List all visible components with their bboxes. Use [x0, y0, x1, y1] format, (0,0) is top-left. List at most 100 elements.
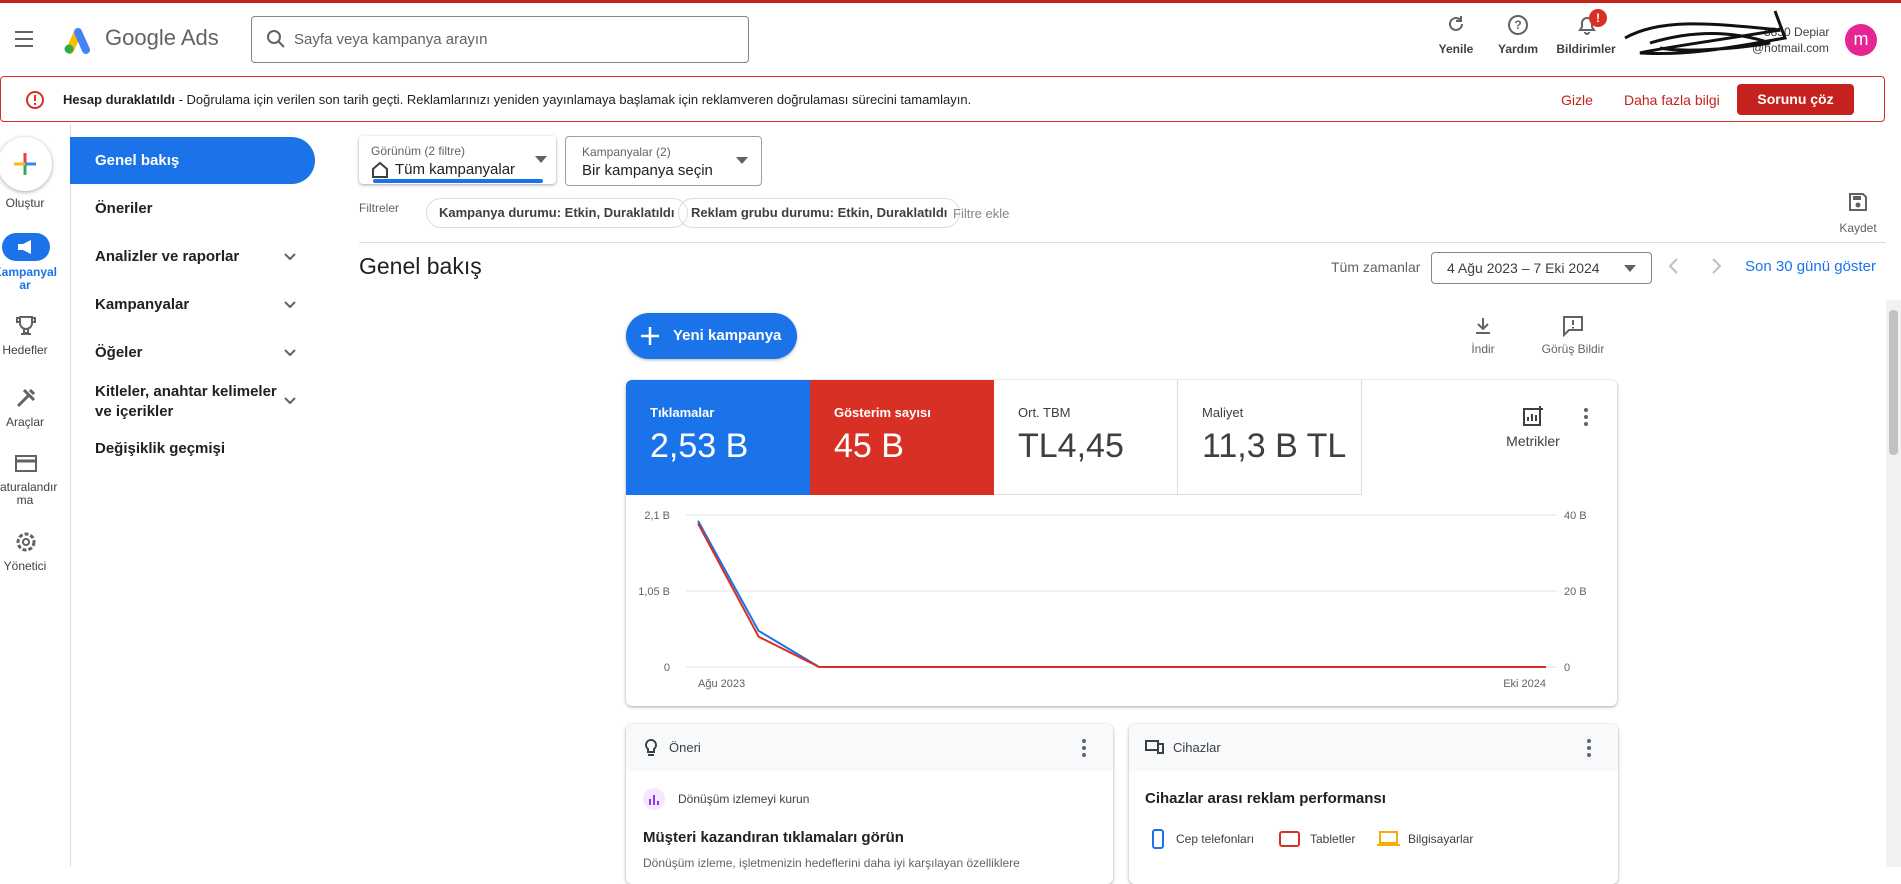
y-tick-label: 0 [664, 662, 670, 674]
device-legend: Cep telefonları [1176, 832, 1255, 846]
range-label: Tüm zamanlar [1331, 259, 1421, 275]
alert-link[interactable]: Daha fazla bilgi [1624, 92, 1720, 108]
nav-item[interactable]: Kitleler, anahtar kelimeler ve içerikler [95, 383, 277, 420]
nav-item[interactable]: Öneriler [95, 200, 153, 217]
scorecard-value: TL4,45 [1018, 427, 1124, 465]
menu-icon[interactable] [14, 30, 36, 48]
refresh-icon[interactable] [1446, 14, 1466, 34]
scorecard[interactable]: Gösterim sayısı 45 B [810, 380, 994, 495]
campaign-dropdown[interactable]: Kampanyalar (2) Bir kampanya seçin [565, 136, 762, 186]
date-range-text: 4 Ağu 2023 – 7 Eki 2024 [1447, 260, 1600, 276]
alert-title: Hesap duraklatıldı [63, 92, 175, 107]
save-label[interactable]: Kaydet [1839, 221, 1877, 235]
rail-label[interactable]: Faturalandırma [0, 480, 58, 507]
rail-label[interactable]: Araçlar [5, 415, 44, 429]
download-icon[interactable] [1473, 316, 1493, 336]
active-underline [373, 179, 543, 183]
search-icon [267, 30, 285, 48]
alert-button[interactable]: Sorunu çöz [1737, 84, 1854, 115]
rail-label[interactable]: Oluştur [5, 196, 45, 210]
search-box[interactable]: Sayfa veya kampanya arayın [251, 16, 749, 63]
y2-tick-label: 40 B [1564, 510, 1587, 522]
more-menu[interactable] [1585, 738, 1593, 758]
scorecard-value: 2,53 B [650, 427, 749, 465]
y-tick-label: 2,1 B [644, 510, 670, 522]
card-header [626, 724, 1113, 771]
svg-text:?: ? [1514, 18, 1521, 32]
x-tick-label: Eki 2024 [1503, 678, 1546, 690]
date-arrows[interactable] [1665, 256, 1725, 276]
y2-tick-label: 20 B [1564, 586, 1587, 598]
more-menu[interactable] [1080, 738, 1088, 758]
metrics-icon[interactable] [1522, 405, 1546, 427]
help-icon[interactable]: ? [1507, 14, 1529, 36]
card-title: Cihazlar [1173, 740, 1221, 755]
rail-label[interactable]: Kampanyalar [0, 265, 58, 292]
bulb-icon [645, 738, 657, 756]
nav-item[interactable]: Kampanyalar [95, 296, 190, 313]
feedback-label[interactable]: Görüş Bildir [1541, 342, 1605, 356]
action-label[interactable]: Yardım [1497, 42, 1539, 56]
card-header [1129, 724, 1618, 771]
scorecard[interactable]: Ort. TBM TL4,45 [994, 380, 1178, 495]
save-icon[interactable] [1848, 192, 1868, 212]
caret [535, 156, 547, 163]
nav-item[interactable]: Öğeler [95, 344, 143, 361]
logo[interactable] [62, 26, 94, 54]
scorecard[interactable]: Maliyet 11,3 B TL [1178, 380, 1362, 495]
rail-label[interactable]: Hedefler [2, 343, 48, 357]
tools-icon[interactable] [15, 387, 37, 409]
last-30-link[interactable]: Son 30 günü göster [1745, 258, 1876, 275]
dropdown-value: Tüm kampanyalar [395, 161, 516, 178]
create-button[interactable] [0, 137, 52, 191]
add-filter[interactable]: Filtre ekle [953, 206, 1010, 221]
rail-active[interactable] [2, 233, 50, 261]
laptop-icon [1377, 831, 1400, 846]
redaction-scribble [1624, 10, 1788, 56]
avatar[interactable]: m [1845, 24, 1877, 56]
tablet-icon [1279, 831, 1300, 847]
series-line [697, 520, 1546, 668]
view-dropdown[interactable]: Görünüm (2 filtre) Tüm kampanyalar [359, 136, 556, 184]
new-campaign-button[interactable]: Yeni kampanya [626, 313, 797, 359]
scroll-thumb[interactable] [1889, 310, 1898, 455]
nav-item[interactable]: Analizler ve raporlar [95, 248, 240, 265]
rail-label[interactable]: Yönetici [3, 559, 47, 573]
alert-banner: Hesap duraklatıldı - Doğrulama için veri… [0, 76, 1885, 122]
nav-chevrons [284, 253, 296, 405]
performance-card: Tıklamalar 2,53 B Gösterim sayısı 45 B O… [626, 380, 1617, 706]
alert-link[interactable]: Gizle [1561, 92, 1593, 108]
nav-active[interactable] [70, 137, 315, 184]
more-menu[interactable] [1582, 407, 1590, 427]
search-placeholder: Sayfa veya kampanya arayın [294, 31, 488, 48]
series-line [697, 522, 1546, 668]
date-range[interactable]: 4 Ağu 2023 – 7 Eki 2024 [1431, 252, 1652, 284]
y2-tick-label: 0 [1564, 662, 1570, 674]
billing-icon[interactable] [14, 454, 38, 474]
metrics-label[interactable]: Metrikler [1506, 433, 1560, 449]
action-label[interactable]: Yenile [1438, 42, 1474, 56]
alert-icon [26, 91, 44, 109]
action-label[interactable]: Bildirimler [1556, 42, 1616, 56]
filter-chip[interactable]: Reklam grubu durumu: Etkin, Duraklatıldı [678, 198, 961, 228]
scorecard[interactable]: Tıklamalar 2,53 B [626, 380, 810, 495]
feedback-icon[interactable] [1562, 315, 1584, 337]
mobile-icon [1152, 829, 1164, 849]
card-heading: Müşteri kazandıran tıklamaları görün [643, 829, 904, 846]
scrollbar[interactable] [1886, 300, 1901, 867]
filter-chip[interactable]: Kampanya durumu: Etkin, Duraklatıldı [426, 198, 688, 228]
nav-item[interactable]: Genel bakış [95, 152, 180, 169]
device-legend: Tabletler [1310, 832, 1356, 846]
plus-icon [641, 327, 659, 345]
nav-item[interactable]: Değişiklik geçmişi [95, 440, 226, 457]
dropdown-label: Kampanyalar (2) [582, 145, 671, 159]
product-name: Google Ads [105, 25, 219, 50]
bars-icon [649, 795, 659, 805]
scorecard-label: Ort. TBM [1018, 405, 1071, 420]
download-label[interactable]: İndir [1471, 342, 1495, 356]
gear-icon[interactable] [14, 530, 38, 554]
trophy-icon[interactable] [15, 315, 37, 337]
item-icon [643, 788, 665, 810]
x-tick-label: Ağu 2023 [698, 678, 745, 690]
